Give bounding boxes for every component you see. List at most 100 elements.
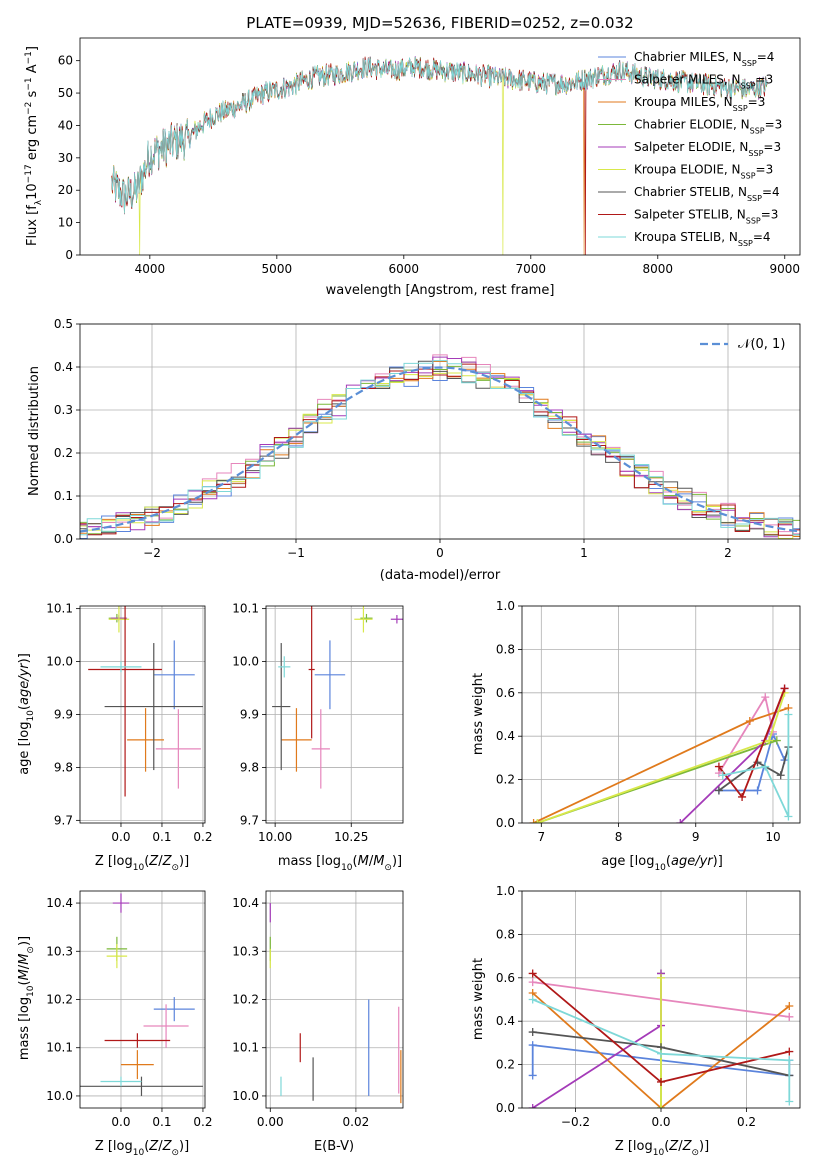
mass_vs_Z-marks [80, 893, 203, 1096]
label-part: Z [162, 854, 173, 869]
label-part: )] [179, 1139, 189, 1154]
label-part: M [358, 854, 369, 869]
label-part: / [369, 854, 374, 869]
x-tick-label: 0.1 [152, 1115, 171, 1129]
label-part: )] [179, 854, 189, 869]
y-tick-label: 0.2 [54, 446, 73, 460]
normal-curve [80, 366, 800, 533]
legend-name: Salpeter ELODIE, N [634, 140, 748, 154]
label-part: age/yr [671, 854, 714, 869]
legend-entry: Salpeter MILES, NSSP=3 [634, 73, 773, 91]
label-part: M [17, 969, 32, 980]
label-part: mass [log [17, 997, 32, 1060]
legend-name: Salpeter MILES, N [634, 73, 741, 87]
legend-sub: SSP [750, 126, 765, 135]
axes-frame [79, 37, 801, 256]
y-tick-label: 10.0 [46, 655, 73, 669]
label-part: 10 [26, 710, 36, 722]
y-tick-label: 0.8 [496, 927, 515, 941]
legend-entry: Salpeter STELIB, NSSP=3 [634, 208, 778, 226]
axes-frame [265, 890, 404, 1109]
y-tick-label: 10.1 [232, 1041, 259, 1055]
y-tick-label: 9.8 [240, 760, 259, 774]
x-tick-label: 9 [692, 830, 700, 844]
legend-name: Kroupa STELIB, N [634, 230, 738, 244]
label-part: −1 [24, 77, 34, 90]
label-part: 10 [341, 863, 353, 873]
y-tick-label: 0.3 [54, 403, 73, 417]
legend-name: Chabrier ELODIE, N [634, 118, 750, 132]
label-part: ( [17, 980, 32, 985]
y-tick-label: 60 [58, 54, 73, 68]
y-tick-label: 30 [58, 151, 73, 165]
legend-entry: Salpeter ELODIE, NSSP=3 [634, 140, 781, 158]
y-axis-label: mass weight [471, 958, 486, 1040]
legend-name: Chabrier MILES, N [634, 50, 742, 64]
label-part: )] [699, 1139, 709, 1154]
y-tick-label: 0.6 [496, 971, 515, 985]
weight-marker [529, 819, 538, 823]
legend-name: Kroupa MILES, N [634, 95, 733, 109]
legend-entry: Chabrier STELIB, NSSP=4 [634, 185, 780, 203]
x-axis-label: age [log10(age/yr)] [601, 854, 723, 873]
x-axis-label: Z [log10(Z/Z⊙)] [615, 1139, 709, 1158]
weight-marker [533, 819, 542, 823]
x-tick-label: 10.00 [258, 830, 292, 844]
y-tick-label: 50 [58, 86, 73, 100]
label-part: ⊙ [26, 946, 36, 954]
label-part: Z [log [95, 854, 133, 869]
label-part: ⊙ [171, 1148, 179, 1158]
weight-marker [784, 812, 793, 821]
age_vs_mass-axes: 10.00 10.25 9.7 9.8 9.9 10.0 10.1 [232, 602, 404, 844]
legend-sub: SSP [746, 216, 761, 225]
residuals-axes: −2 −1 0 1 2 0.0 0.1 0.2 0.3 0.4 0.5 [54, 317, 801, 560]
label-part: ( [666, 854, 671, 869]
weight-marker [780, 684, 789, 693]
weight-marker [714, 786, 723, 795]
legend-sub: SSP [733, 104, 748, 113]
y-tick-label: 0.2 [496, 773, 515, 787]
weight-marker [528, 1041, 537, 1050]
legend-entry: Kroupa STELIB, NSSP=4 [634, 230, 771, 248]
weight_vs_Z-axes: −0.2 0.0 0.2 0.0 0.2 0.4 0.6 0.8 1.0 [496, 884, 801, 1129]
age_vs_mass-marks [272, 606, 403, 789]
x-axis-label: E(B-V) [314, 1139, 354, 1154]
label-part: λ [34, 199, 44, 205]
label-part: M [17, 954, 32, 965]
weight-marker [761, 762, 770, 771]
label-part: ( [144, 854, 149, 869]
y-tick-label: 1.0 [496, 599, 515, 613]
y-tick-label: 0.4 [496, 729, 515, 743]
label-part: Z [148, 854, 159, 869]
weight-marker [657, 1049, 665, 1058]
y-tick-label: 10.1 [46, 1041, 73, 1055]
x-tick-label: 0.0 [651, 1115, 670, 1129]
x-tick-label: 0 [436, 546, 444, 560]
x-tick-label: 9000 [769, 262, 800, 276]
x-tick-label: 10 [765, 830, 780, 844]
y-tick-label: 0.1 [54, 489, 73, 503]
legend-n: =3 [748, 95, 766, 109]
y-tick-label: 10.2 [46, 993, 73, 1007]
y-tick-label: 0.6 [496, 686, 515, 700]
weight-line-kroupa-miles [532, 992, 790, 1108]
y-tick-label: 10.0 [46, 1089, 73, 1103]
label-part: Z [log [615, 1139, 653, 1154]
weight-marker [528, 969, 537, 978]
axes-frame [521, 605, 801, 824]
mass_vs_ebv-marks [269, 903, 402, 1104]
y-tick-label: 0.4 [54, 360, 73, 374]
label-part: )] [713, 854, 723, 869]
y-tick-label: 9.9 [240, 708, 259, 722]
x-tick-label: 0.2 [193, 830, 212, 844]
label-part: ] [25, 46, 40, 51]
y-tick-label: 10.3 [232, 944, 259, 958]
histogram-salpeter-miles [80, 354, 800, 535]
x-tick-label: 6000 [389, 262, 420, 276]
legend-name: Salpeter STELIB, N [634, 208, 746, 222]
y-axis-label: mass [log10(M/M⊙)] [17, 936, 36, 1060]
label-part: M [373, 854, 384, 869]
weight-marker [785, 1012, 794, 1021]
y-tick-label: 10.4 [46, 896, 73, 910]
